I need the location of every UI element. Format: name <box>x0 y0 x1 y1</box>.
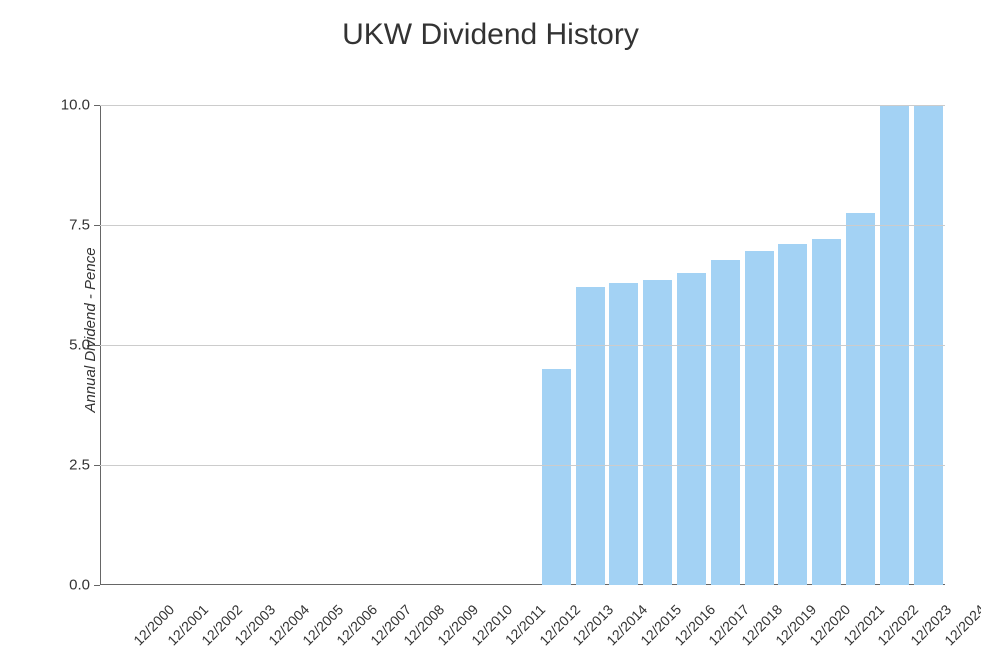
y-tick-mark <box>94 585 100 586</box>
x-tick-label: 12/2012 <box>536 601 583 648</box>
y-tick-mark <box>94 465 100 466</box>
grid-line <box>100 105 945 106</box>
x-tick-label: 12/2002 <box>198 601 245 648</box>
y-tick-label: 0.0 <box>69 577 90 594</box>
x-tick-label: 12/2015 <box>637 601 684 648</box>
bar <box>576 287 605 585</box>
y-tick-mark <box>94 345 100 346</box>
dividend-history-chart: UKW Dividend History Annual Dividend - P… <box>0 0 981 669</box>
plot-area: 12/200012/200112/200212/200312/200412/20… <box>100 105 945 585</box>
x-tick-label: 12/2016 <box>671 601 718 648</box>
x-tick-label: 12/2005 <box>299 601 346 648</box>
x-tick-label: 12/2023 <box>907 601 954 648</box>
bar <box>542 369 571 585</box>
x-tick-label: 12/2021 <box>840 601 887 648</box>
x-tick-label: 12/2013 <box>569 601 616 648</box>
grid-line <box>100 345 945 346</box>
chart-title: UKW Dividend History <box>0 18 981 52</box>
x-tick-label: 12/2008 <box>400 601 447 648</box>
y-tick-label: 10.0 <box>61 97 90 114</box>
x-tick-label: 12/2022 <box>874 601 921 648</box>
grid-line <box>100 465 945 466</box>
bar <box>778 244 807 585</box>
x-tick-label: 12/2014 <box>603 601 650 648</box>
x-tick-label: 12/2006 <box>333 601 380 648</box>
x-tick-label: 12/2018 <box>738 601 785 648</box>
x-tick-label: 12/2010 <box>468 601 515 648</box>
y-tick-mark <box>94 105 100 106</box>
bar <box>643 280 672 585</box>
bar <box>677 273 706 585</box>
y-tick-label: 2.5 <box>69 457 90 474</box>
bar <box>846 213 875 585</box>
x-tick-label: 12/2000 <box>130 601 177 648</box>
bar <box>711 260 740 585</box>
y-tick-mark <box>94 225 100 226</box>
x-tick-label: 12/2003 <box>231 601 278 648</box>
x-tick-label: 12/2019 <box>772 601 819 648</box>
y-tick-label: 7.5 <box>69 217 90 234</box>
x-tick-label: 12/2001 <box>164 601 211 648</box>
bar <box>745 251 774 585</box>
x-tick-label: 12/2024 <box>941 601 981 648</box>
x-tick-label: 12/2017 <box>705 601 752 648</box>
bar <box>609 283 638 585</box>
x-tick-label: 12/2009 <box>434 601 481 648</box>
y-axis-label: Annual Dividend - Pence <box>82 247 99 412</box>
bar <box>812 239 841 585</box>
y-tick-label: 5.0 <box>69 337 90 354</box>
x-tick-label: 12/2011 <box>502 601 548 647</box>
grid-line <box>100 225 945 226</box>
x-tick-label: 12/2004 <box>265 601 312 648</box>
x-tick-label: 12/2007 <box>367 601 414 648</box>
x-tick-label: 12/2020 <box>806 601 853 648</box>
